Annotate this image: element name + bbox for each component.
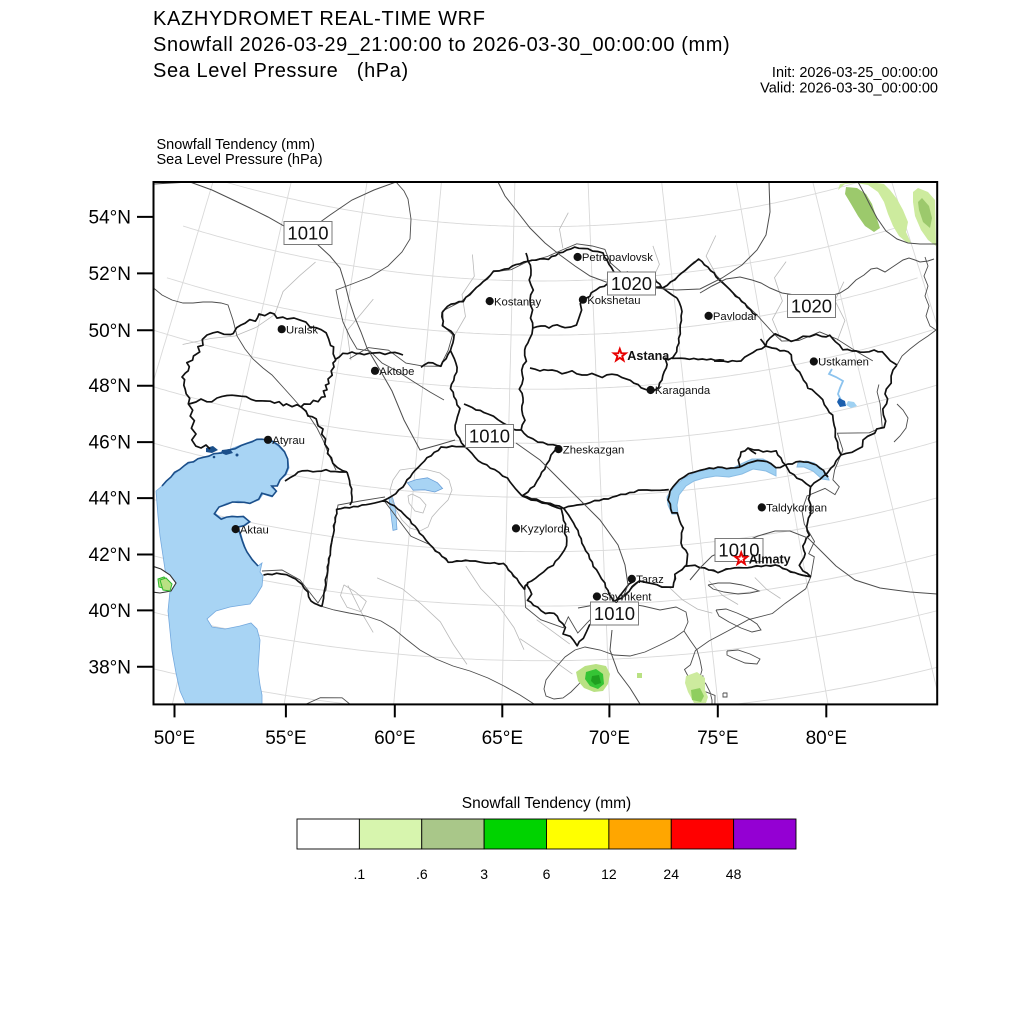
svg-text:1010: 1010 [287,223,328,244]
svg-text:Snowfall Tendency (mm): Snowfall Tendency (mm) [462,795,631,812]
svg-text:Init: 2026-03-25_00:00:00: Init: 2026-03-25_00:00:00 [772,65,938,81]
svg-text:Karaganda: Karaganda [655,385,711,397]
svg-text:50°E: 50°E [154,728,195,749]
svg-text:1020: 1020 [611,273,652,294]
svg-text:Snowfall 2026-03-29_21:00:00 t: Snowfall 2026-03-29_21:00:00 to 2026-03-… [153,34,730,56]
svg-text:Aktobe: Aktobe [379,366,414,378]
svg-text:.1: .1 [354,866,366,882]
svg-text:Pavlodar: Pavlodar [713,311,758,323]
svg-text:Petropavlovsk: Petropavlovsk [582,252,653,264]
svg-text:60°E: 60°E [374,728,415,749]
svg-text:70°E: 70°E [589,728,630,749]
svg-text:Sea Level Pressure (hPa): Sea Level Pressure (hPa) [157,152,323,168]
svg-text:46°N: 46°N [89,433,131,454]
svg-text:1010: 1010 [718,540,759,561]
svg-text:24: 24 [663,866,679,882]
svg-text:Astana: Astana [627,349,670,363]
svg-text:50°N: 50°N [89,321,131,342]
svg-text:3: 3 [480,866,488,882]
svg-text:12: 12 [601,866,617,882]
svg-text:.6: .6 [416,866,428,882]
svg-text:Kyzylorda: Kyzylorda [520,524,570,536]
svg-text:40°N: 40°N [89,601,131,622]
svg-text:Zheskazgan: Zheskazgan [563,444,625,456]
svg-text:80°E: 80°E [806,728,847,749]
svg-text:Shymkent: Shymkent [601,592,652,604]
svg-text:1010: 1010 [594,603,635,624]
svg-text:Ustkamen: Ustkamen [818,357,869,369]
svg-text:Snowfall Tendency (mm): Snowfall Tendency (mm) [157,137,316,153]
svg-text:38°N: 38°N [89,657,131,678]
svg-text:55°E: 55°E [265,728,306,749]
svg-text:1020: 1020 [791,296,832,317]
svg-text:Kostanay: Kostanay [494,296,541,308]
svg-text:Taldykorgan: Taldykorgan [766,503,827,515]
svg-text:Atyrau: Atyrau [272,435,305,447]
svg-text:65°E: 65°E [482,728,523,749]
svg-text:54°N: 54°N [89,207,131,228]
svg-text:48: 48 [726,866,742,882]
svg-text:75°E: 75°E [697,728,738,749]
svg-text:48°N: 48°N [89,376,131,397]
svg-text:1010: 1010 [469,426,510,447]
svg-text:Uralsk: Uralsk [286,324,318,336]
svg-text:Valid: 2026-03-30_00:00:00: Valid: 2026-03-30_00:00:00 [760,81,938,97]
svg-text:Kokshetau: Kokshetau [587,295,640,307]
svg-text:44°N: 44°N [89,489,131,510]
svg-text:52°N: 52°N [89,264,131,285]
svg-text:Aktau: Aktau [240,524,269,536]
svg-text:Almaty: Almaty [749,552,791,566]
svg-text:6: 6 [543,866,551,882]
svg-text:Sea Level Pressure (hPa): Sea Level Pressure (hPa) [153,60,409,82]
svg-text:KAZHYDROMET REAL-TIME WRF: KAZHYDROMET REAL-TIME WRF [153,8,486,30]
svg-text:42°N: 42°N [89,545,131,566]
svg-text:Taraz: Taraz [636,574,664,586]
